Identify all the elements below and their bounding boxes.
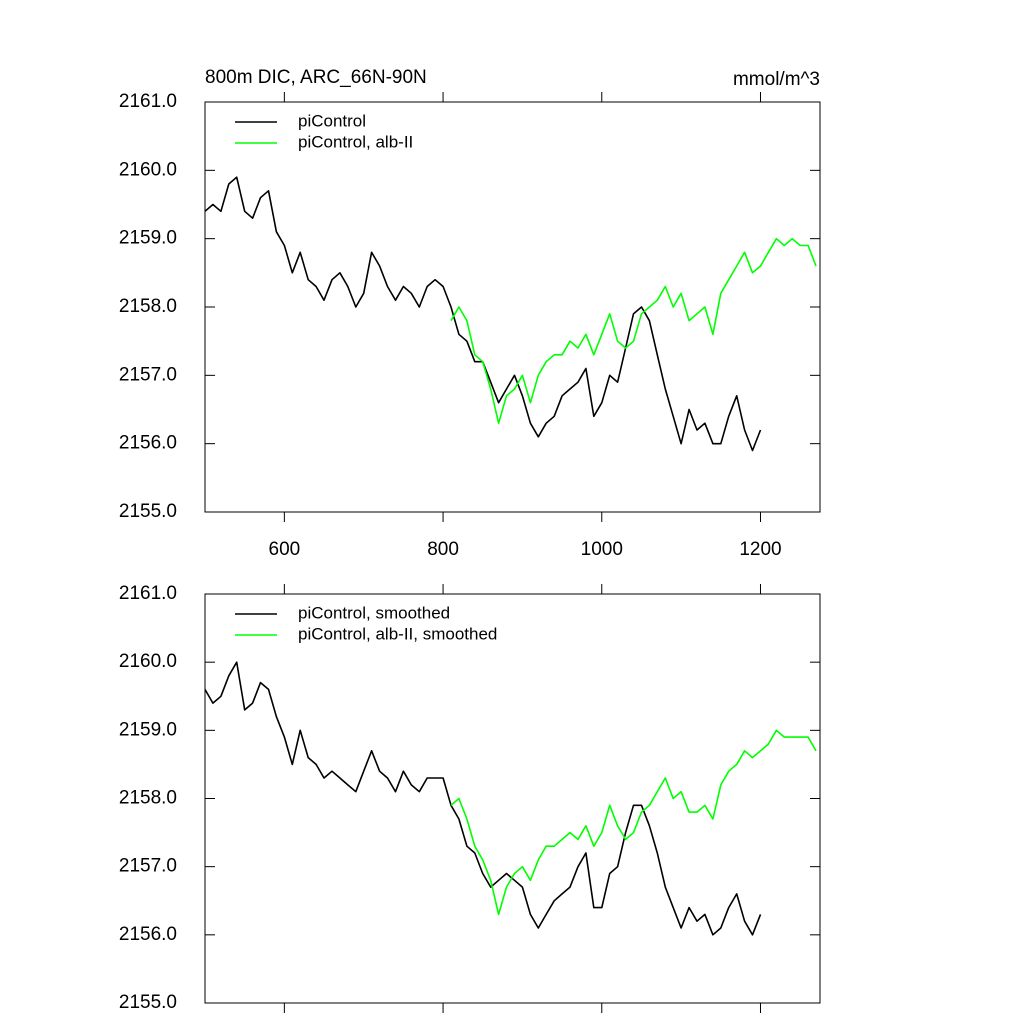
legend-label: piControl, alb-II [298, 132, 413, 151]
y-tick-label: 2159.0 [119, 228, 177, 249]
y-tick-label: 2157.0 [119, 364, 177, 385]
panel: 800m DIC, ARC_66N-90N mmol/m^3 2155.0 2156.… [119, 67, 821, 560]
y-tick-label: 2161.0 [119, 91, 177, 112]
y-tick-label: 2160.0 [119, 159, 177, 180]
data-line [450, 237, 817, 424]
y-tick-label: 2157.0 [119, 856, 177, 877]
y-tick-label: 2158.0 [119, 296, 177, 317]
chart-title: 800m DIC, ARC_66N-90N [205, 67, 427, 88]
x-tick-label: 600 [269, 539, 301, 560]
x-tick-label: 800 [427, 539, 459, 560]
x-tick-label: 1200 [739, 539, 781, 560]
y-tick-label: 2155.0 [119, 501, 177, 522]
legend-label: piControl, smoothed [298, 603, 450, 622]
plot-frame [204, 101, 821, 513]
y-tick-label: 2155.0 [119, 992, 177, 1013]
data-line [450, 729, 817, 916]
y-tick-label: 2158.0 [119, 788, 177, 809]
y-tick-label: 2156.0 [119, 924, 177, 945]
units-label: mmol/m^3 [733, 69, 820, 90]
y-tick-label: 2161.0 [119, 583, 177, 604]
y-tick-label: 2156.0 [119, 433, 177, 454]
plot-frame [204, 593, 821, 1004]
legend-label: piControl, alb-II, smoothed [298, 624, 497, 643]
x-tick-label: 1000 [581, 539, 623, 560]
data-line [204, 661, 762, 936]
y-tick-label: 2159.0 [119, 719, 177, 740]
legend-label: piControl [298, 111, 366, 130]
y-tick-label: 2160.0 [119, 651, 177, 672]
data-line [204, 176, 762, 452]
panel: 2155.0 2156.0 2157.0 2158.0 2159.0 2160.0 2161… [119, 583, 821, 1013]
